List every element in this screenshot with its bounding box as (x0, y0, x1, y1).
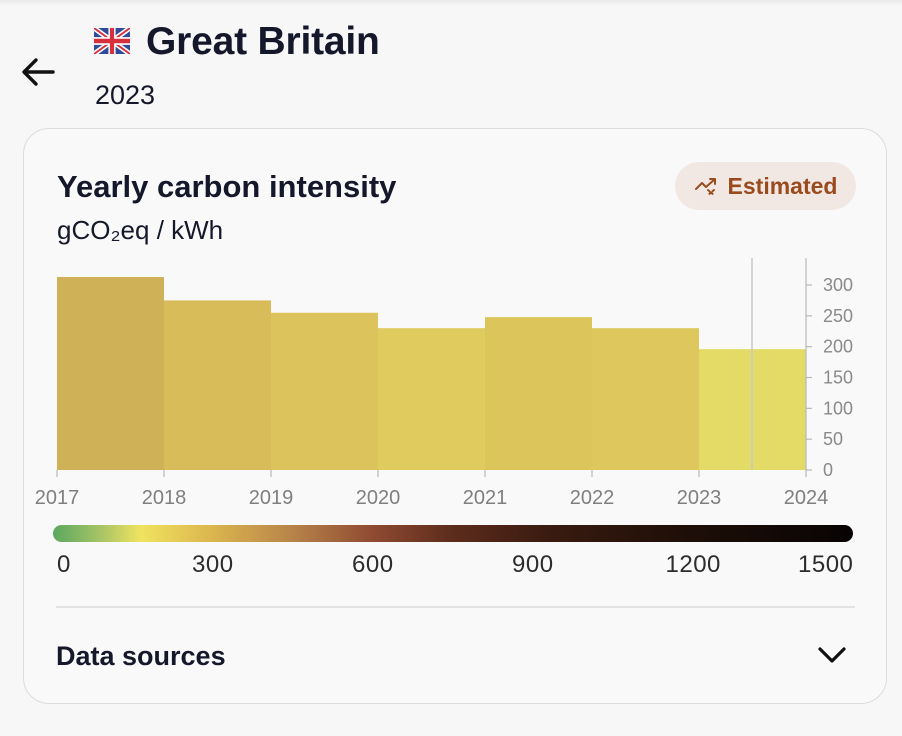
chart-bar-2021 (485, 317, 592, 470)
color-scale-label-0: 0 (57, 551, 71, 578)
top-shadow (0, 0, 902, 6)
chevron-down-icon[interactable] (816, 643, 848, 667)
x-tick-label-2024: 2024 (784, 487, 829, 509)
x-tick-label-2017: 2017 (35, 487, 80, 509)
yearly-carbon-chart: 0 50 100 150 200 250 300 2017 2018 2019 2020 2021 20… (35, 258, 853, 509)
y-tick-label-200: 200 (823, 337, 853, 357)
color-scale-label-1500: 1500 (798, 551, 854, 578)
x-tick-label-2019: 2019 (249, 487, 294, 509)
x-tick-label-2020: 2020 (356, 487, 401, 509)
color-scale-label-600: 600 (352, 551, 394, 578)
color-scale-label-300: 300 (192, 551, 234, 578)
card-unit: gCO₂eq / kWh (57, 215, 224, 245)
y-tick-label-300: 300 (823, 275, 853, 295)
carbon-intensity-card: Yearly carbon intensity gCO₂eq / kWh Est… (23, 128, 887, 704)
chart-bar-2019 (271, 312, 378, 470)
x-tick-label-2018: 2018 (142, 487, 187, 509)
color-scale-label-900: 900 (512, 551, 554, 578)
x-tick-label-2021: 2021 (463, 487, 508, 509)
uk-flag-icon (94, 28, 130, 54)
data-sources-label: Data sources (56, 641, 226, 671)
zone-title: Great Britain (146, 20, 380, 63)
color-scale-label-1200: 1200 (665, 551, 721, 578)
chart-bar-2018 (164, 300, 271, 470)
y-tick-label-100: 100 (823, 398, 853, 418)
x-tick-label-2022: 2022 (570, 487, 615, 509)
back-button[interactable] (16, 50, 60, 94)
y-tick-label-0: 0 (823, 460, 833, 480)
y-tick-label-250: 250 (823, 306, 853, 326)
estimated-trend-icon (694, 178, 716, 196)
estimated-badge-label: Estimated (727, 172, 838, 199)
estimated-badge[interactable]: Estimated (675, 162, 856, 210)
carbon-color-scale (53, 525, 853, 542)
chart-bar-2017 (57, 276, 164, 470)
x-tick-label-2023: 2023 (677, 487, 722, 509)
card-title: Yearly carbon intensity (57, 169, 397, 204)
arrow-left-icon (22, 58, 55, 86)
selected-year: 2023 (95, 80, 156, 110)
chart-bar-2022 (592, 328, 699, 470)
y-tick-label-50: 50 (823, 429, 843, 449)
data-sources-toggle[interactable]: Data sources (56, 627, 856, 685)
divider (56, 606, 855, 608)
y-tick-label-150: 150 (823, 368, 853, 388)
chart-bar-2020 (378, 328, 485, 470)
